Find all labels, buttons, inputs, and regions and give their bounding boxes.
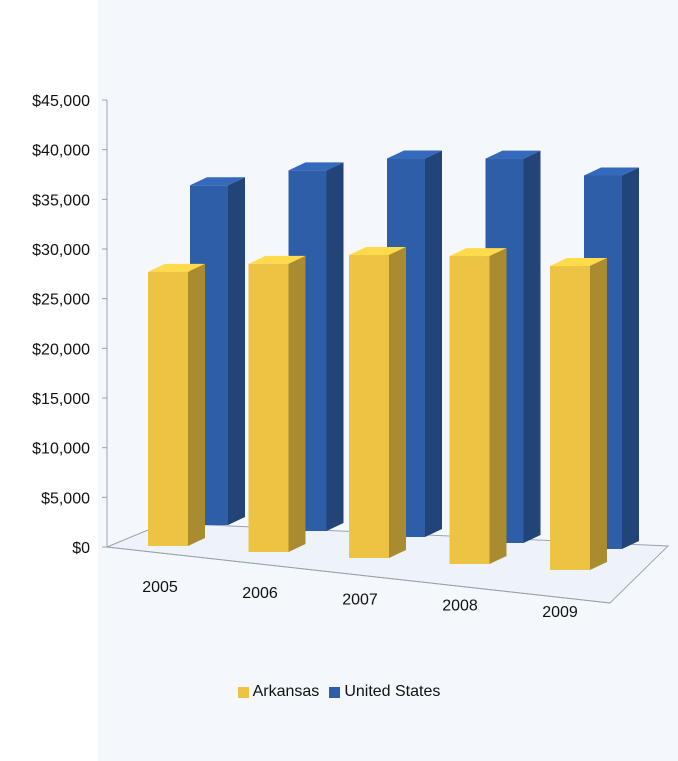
- bar-top: [288, 162, 344, 171]
- bar-top: [449, 248, 507, 257]
- y-tick-label: $30,000: [32, 242, 90, 259]
- bar-side: [228, 177, 245, 525]
- bar-front: [349, 255, 389, 559]
- y-tick-label: $0: [72, 540, 90, 557]
- bar-side: [523, 150, 541, 543]
- bar-top: [190, 177, 245, 186]
- axes-group: [102, 99, 670, 604]
- bar: [148, 263, 205, 546]
- legend-swatch: [329, 686, 341, 698]
- x-tick-label: 2005: [142, 579, 178, 596]
- bar-front: [248, 263, 289, 552]
- x-tick-label: 2008: [442, 598, 478, 615]
- bar-side: [326, 162, 344, 532]
- y-tick-label: $45,000: [32, 93, 90, 110]
- bar-side: [425, 150, 442, 538]
- bar-top: [584, 167, 639, 176]
- chart-legend: Arkansas United States: [0, 683, 678, 703]
- x-tick-label: 2006: [242, 585, 278, 602]
- bar-side: [188, 263, 205, 546]
- bar: [248, 255, 306, 552]
- legend-label: Arkansas: [252, 683, 320, 700]
- bar-top: [387, 150, 442, 159]
- bar-side: [489, 248, 507, 565]
- legend-swatch: [237, 686, 249, 698]
- bar-front: [550, 266, 590, 570]
- bar: [550, 258, 607, 570]
- bar-side: [389, 247, 406, 559]
- x-axis-line: [106, 546, 611, 604]
- y-tick-label: $40,000: [32, 143, 90, 160]
- legend-item: United States: [329, 683, 440, 701]
- legend-item: Arkansas: [237, 683, 320, 701]
- bar-side: [622, 167, 639, 550]
- y-tick-label: $15,000: [32, 391, 90, 408]
- bar-front: [449, 256, 490, 564]
- y-tick-label: $10,000: [32, 441, 90, 458]
- x-tick-label: 2009: [542, 604, 578, 621]
- bar-top: [349, 247, 406, 256]
- y-tick-label: $25,000: [32, 292, 90, 309]
- bar-top: [485, 150, 541, 159]
- y-tick-label: $35,000: [32, 192, 90, 209]
- bar: [449, 248, 507, 565]
- bar-top: [550, 258, 607, 267]
- bar-top: [148, 263, 205, 272]
- x-tick-label: 2007: [342, 591, 378, 608]
- labels-group: $0 $5,000 $10,000 $15,000 $20,000 $25,000 $30,…: [32, 93, 578, 621]
- bar-side: [288, 255, 306, 552]
- y-tick-label: $20,000: [32, 341, 90, 358]
- bar-front: [148, 271, 188, 546]
- bar-top: [248, 255, 306, 264]
- bars-group: [148, 150, 639, 570]
- legend-label: United States: [344, 683, 441, 700]
- y-tick-label: $5,000: [41, 490, 90, 507]
- bar-side: [590, 258, 607, 570]
- bar: [349, 247, 406, 559]
